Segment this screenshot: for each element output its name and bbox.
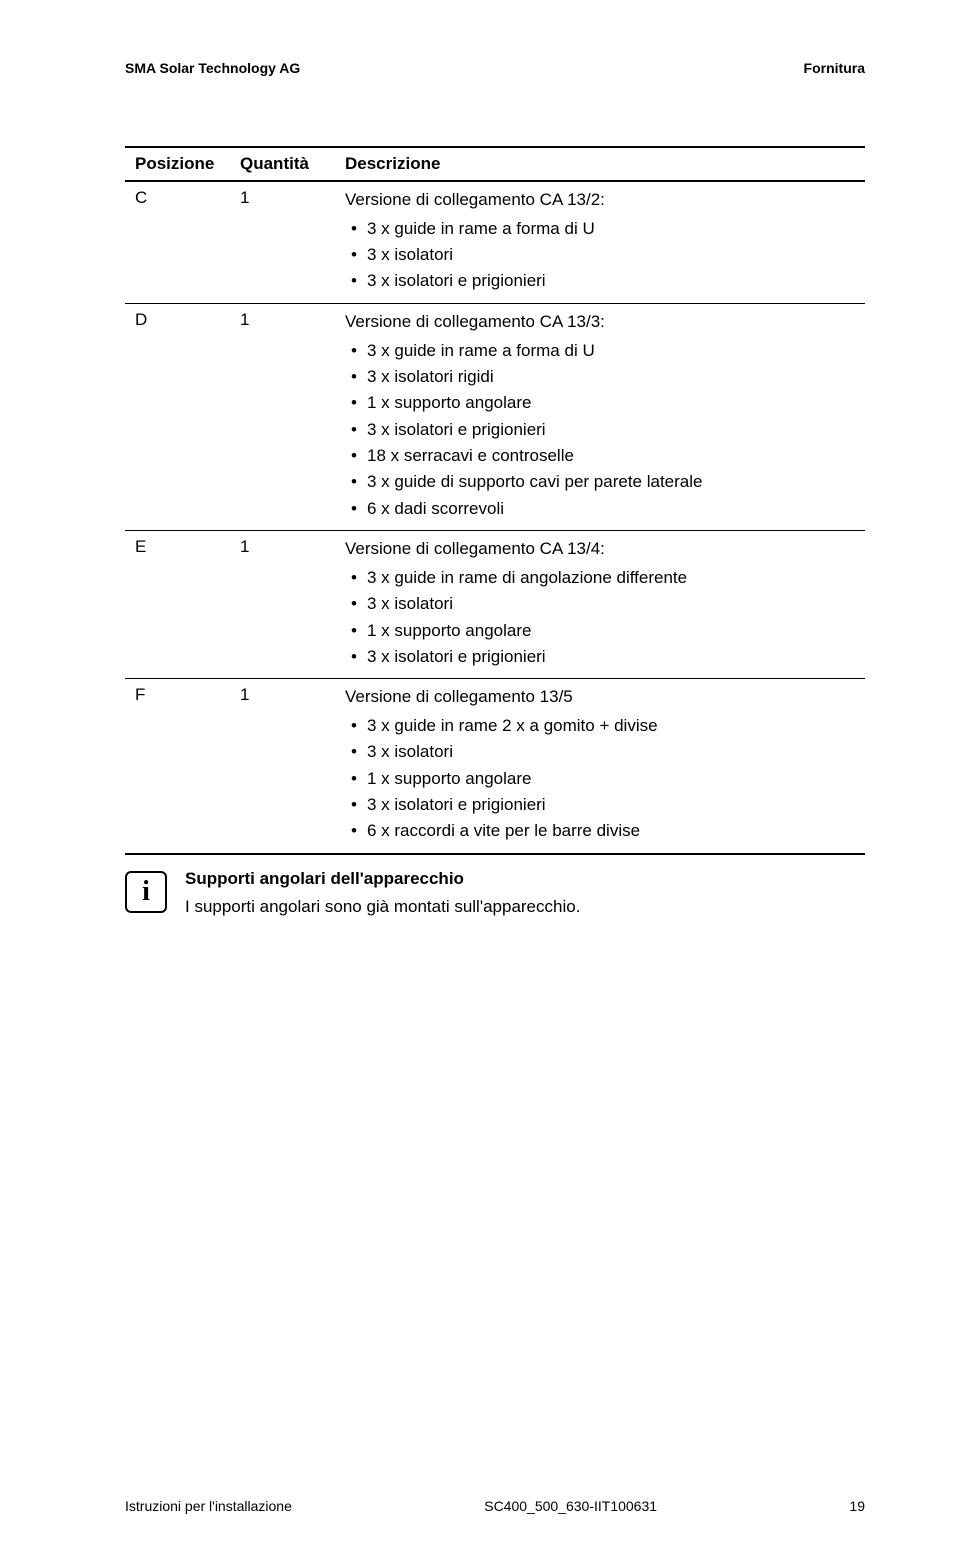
list-item: 3 x isolatori — [345, 242, 855, 268]
header-right: Fornitura — [804, 60, 865, 76]
list-item: 3 x isolatori — [345, 739, 855, 765]
cell-description: Versione di collegamento CA 13/3: 3 x gu… — [335, 303, 865, 530]
info-body: I supporti angolari sono già montati sul… — [185, 895, 865, 919]
list-item: 18 x serracavi e controselle — [345, 443, 855, 469]
cell-description: Versione di collegamento 13/5 3 x guide … — [335, 679, 865, 854]
col-header-position: Posizione — [125, 147, 230, 181]
table-header-row: Posizione Quantità Descrizione — [125, 147, 865, 181]
desc-title: Versione di collegamento CA 13/4: — [345, 537, 855, 561]
cell-quantity: 1 — [230, 679, 335, 854]
list-item: 1 x supporto angolare — [345, 766, 855, 792]
cell-quantity: 1 — [230, 531, 335, 679]
desc-title: Versione di collegamento 13/5 — [345, 685, 855, 709]
list-item: 3 x isolatori rigidi — [345, 364, 855, 390]
list-item: 3 x guide in rame a forma di U — [345, 338, 855, 364]
cell-quantity: 1 — [230, 303, 335, 530]
page-header: SMA Solar Technology AG Fornitura — [125, 60, 865, 76]
table-row: F 1 Versione di collegamento 13/5 3 x gu… — [125, 679, 865, 854]
info-title: Supporti angolari dell'apparecchio — [185, 869, 865, 889]
cell-description: Versione di collegamento CA 13/2: 3 x gu… — [335, 181, 865, 303]
page-footer: Istruzioni per l'installazione SC400_500… — [125, 1498, 865, 1514]
list-item: 3 x guide in rame di angolazione differe… — [345, 565, 855, 591]
list-item: 1 x supporto angolare — [345, 618, 855, 644]
cell-position: D — [125, 303, 230, 530]
footer-center: SC400_500_630-IIT100631 — [484, 1498, 657, 1514]
desc-title: Versione di collegamento CA 13/3: — [345, 310, 855, 334]
desc-item-list: 3 x guide in rame a forma di U 3 x isola… — [345, 338, 855, 522]
page: SMA Solar Technology AG Fornitura Posizi… — [0, 0, 960, 1564]
desc-item-list: 3 x guide in rame a forma di U 3 x isola… — [345, 216, 855, 295]
list-item: 6 x raccordi a vite per le barre divise — [345, 818, 855, 844]
col-header-quantity: Quantità — [230, 147, 335, 181]
list-item: 3 x isolatori — [345, 591, 855, 617]
desc-title: Versione di collegamento CA 13/2: — [345, 188, 855, 212]
list-item: 3 x guide in rame a forma di U — [345, 216, 855, 242]
cell-position: E — [125, 531, 230, 679]
cell-position: C — [125, 181, 230, 303]
desc-item-list: 3 x guide in rame di angolazione differe… — [345, 565, 855, 670]
cell-position: F — [125, 679, 230, 854]
list-item: 3 x isolatori e prigionieri — [345, 268, 855, 294]
delivery-table: Posizione Quantità Descrizione C 1 Versi… — [125, 146, 865, 855]
header-left: SMA Solar Technology AG — [125, 60, 300, 76]
desc-item-list: 3 x guide in rame 2 x a gomito + divise … — [345, 713, 855, 845]
col-header-description: Descrizione — [335, 147, 865, 181]
list-item: 3 x isolatori e prigionieri — [345, 417, 855, 443]
cell-description: Versione di collegamento CA 13/4: 3 x gu… — [335, 531, 865, 679]
info-note: i Supporti angolari dell'apparecchio I s… — [125, 869, 865, 919]
list-item: 3 x guide in rame 2 x a gomito + divise — [345, 713, 855, 739]
table-row: E 1 Versione di collegamento CA 13/4: 3 … — [125, 531, 865, 679]
list-item: 3 x isolatori e prigionieri — [345, 792, 855, 818]
info-icon: i — [125, 871, 167, 913]
list-item: 1 x supporto angolare — [345, 390, 855, 416]
table-row: D 1 Versione di collegamento CA 13/3: 3 … — [125, 303, 865, 530]
footer-left: Istruzioni per l'installazione — [125, 1498, 292, 1514]
footer-right: 19 — [849, 1498, 865, 1514]
cell-quantity: 1 — [230, 181, 335, 303]
list-item: 3 x guide di supporto cavi per parete la… — [345, 469, 855, 495]
list-item: 6 x dadi scorrevoli — [345, 496, 855, 522]
list-item: 3 x isolatori e prigionieri — [345, 644, 855, 670]
table-row: C 1 Versione di collegamento CA 13/2: 3 … — [125, 181, 865, 303]
info-text: Supporti angolari dell'apparecchio I sup… — [185, 869, 865, 919]
